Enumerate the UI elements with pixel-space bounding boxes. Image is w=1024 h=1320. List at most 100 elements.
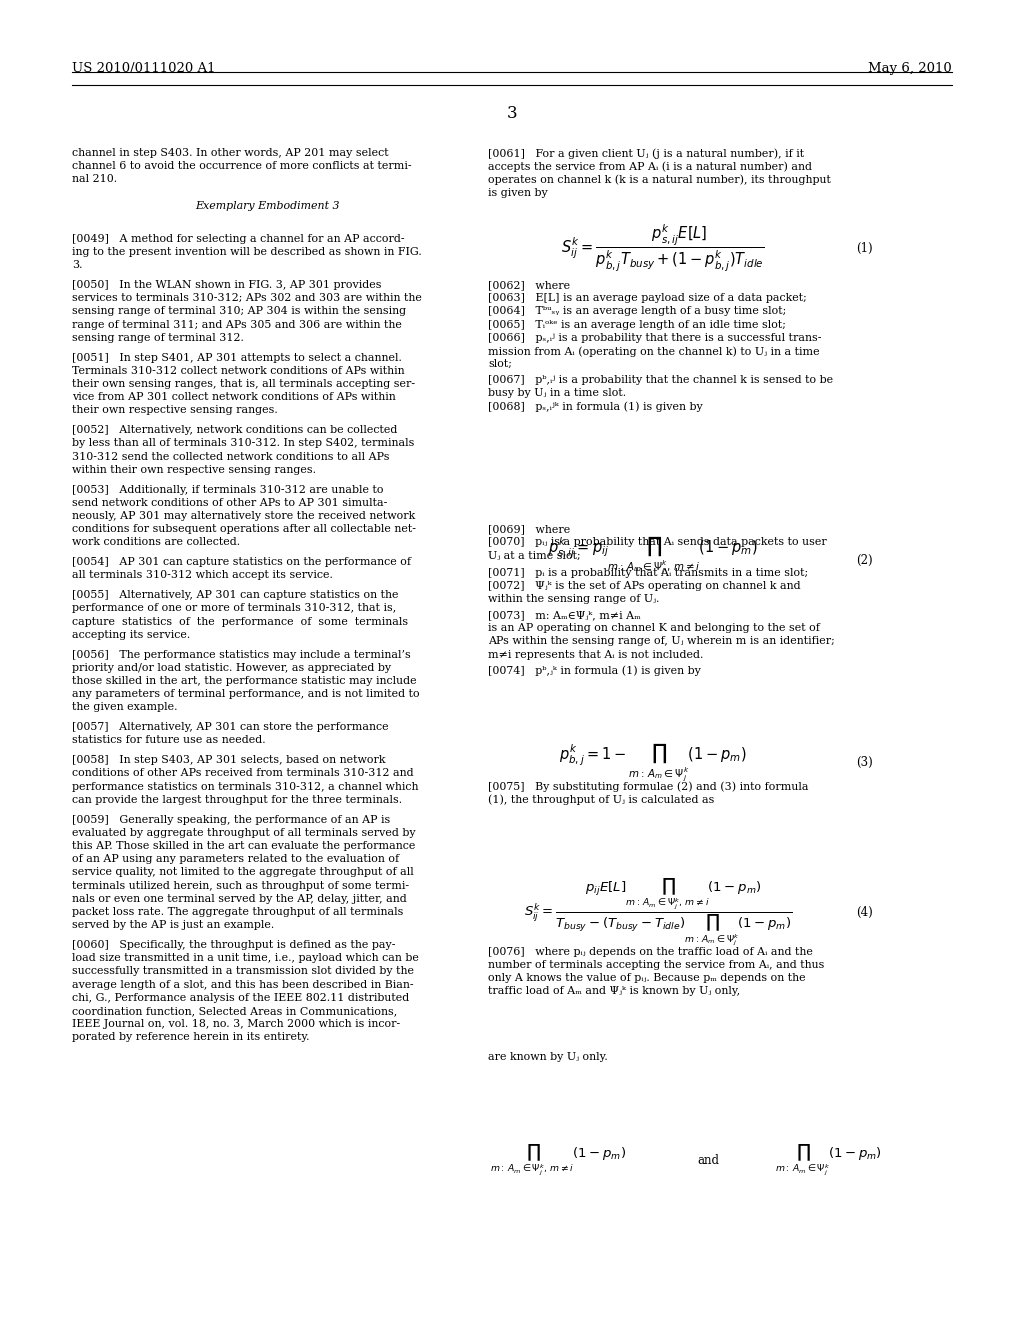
Text: slot;: slot; (488, 359, 512, 370)
Text: range of terminal ⁠311; and APs ⁠305 and ⁠306 are within the: range of terminal ⁠311; and APs ⁠305 and… (72, 319, 401, 330)
Text: (3): (3) (856, 755, 873, 768)
Text: is given by: is given by (488, 187, 548, 198)
Text: [0071]   pᵢ is a probability that Aᵢ transmits in a time slot;: [0071] pᵢ is a probability that Aᵢ trans… (488, 568, 808, 578)
Text: (1), the throughput of Uⱼ is calculated as: (1), the throughput of Uⱼ is calculated … (488, 795, 715, 805)
Text: [0072]   Ψⱼᵏ is the set of APs operating on channel k and: [0072] Ψⱼᵏ is the set of APs operating o… (488, 581, 801, 591)
Text: [0065]   Tᵢᵒᵏᵉ is an average length of an idle time slot;: [0065] Tᵢᵒᵏᵉ is an average length of an … (488, 319, 785, 330)
Text: [0057]   Alternatively, AP ⁠301 can store the performance: [0057] Alternatively, AP ⁠301 can store … (72, 722, 389, 733)
Text: neously, AP ⁠301 may alternatively store the received network: neously, AP ⁠301 may alternatively store… (72, 511, 416, 521)
Text: porated by reference herein in its entirety.: porated by reference herein in its entir… (72, 1032, 309, 1043)
Text: service quality, not limited to the aggregate throughput of all: service quality, not limited to the aggr… (72, 867, 414, 878)
Text: $\prod_{m:\,A_m \in \Psi_j^k,\,m \neq i} (1 - p_m)$: $\prod_{m:\,A_m \in \Psi_j^k,\,m \neq i}… (489, 1143, 626, 1177)
Text: Exemplary Embodiment 3: Exemplary Embodiment 3 (195, 201, 339, 211)
Text: performance of one or more of terminals ⁠310-312, that is,: performance of one or more of terminals … (72, 603, 396, 614)
Text: send network conditions of other APs to AP ⁠301 simulta-: send network conditions of other APs to … (72, 498, 387, 508)
Text: those skilled in the art, the performance statistic may include: those skilled in the art, the performanc… (72, 676, 417, 686)
Text: [0056]   The performance statistics may include a terminal’s: [0056] The performance statistics may in… (72, 649, 411, 660)
Text: their own sensing ranges, that is, all terminals accepting ser-: their own sensing ranges, that is, all t… (72, 379, 415, 389)
Text: [0053]   Additionally, if terminals ⁠310-312 are unable to: [0053] Additionally, if terminals ⁠310-3… (72, 484, 384, 495)
Text: accepting its service.: accepting its service. (72, 630, 190, 640)
Text: conditions for subsequent operations after all collectable net-: conditions for subsequent operations aft… (72, 524, 416, 535)
Text: within the sensing range of Uⱼ.: within the sensing range of Uⱼ. (488, 594, 659, 605)
Text: [0076]   where pᵢⱼ depends on the traffic load of Aᵢ and the: [0076] where pᵢⱼ depends on the traffic … (488, 946, 813, 957)
Text: Terminals ⁠310-312 collect network conditions of APs within: Terminals ⁠310-312 collect network condi… (72, 366, 404, 376)
Text: IEEE Journal on, vol. 18, no. 3, March 2000 which is incor-: IEEE Journal on, vol. 18, no. 3, March 2… (72, 1019, 400, 1030)
Text: ing to the present invention will be described as shown in FIG.: ing to the present invention will be des… (72, 247, 422, 257)
Text: [0058]   In step S⁠403, AP ⁠301 selects, based on network: [0058] In step S⁠403, AP ⁠301 selects, b… (72, 755, 385, 766)
Text: [0063]   E[L] is an average payload size of a data packet;: [0063] E[L] is an average payload size o… (488, 293, 807, 304)
Text: Uⱼ at a time slot;: Uⱼ at a time slot; (488, 550, 581, 561)
Text: only A knows the value of pᵢⱼ. Because pₘ depends on the: only A knows the value of pᵢⱼ. Because p… (488, 973, 806, 983)
Text: operates on channel k (k is a natural number), its throughput: operates on channel k (k is a natural nu… (488, 174, 830, 185)
Text: terminals utilized herein, such as throughput of some termi-: terminals utilized herein, such as throu… (72, 880, 410, 891)
Text: [0064]   Tᵇᵘₛᵧ is an average length of a busy time slot;: [0064] Tᵇᵘₛᵧ is an average length of a b… (488, 306, 786, 317)
Text: conditions of other APs received from terminals ⁠310-312 and: conditions of other APs received from te… (72, 768, 414, 779)
Text: APs within the sensing range of, Uⱼ wherein m is an identifier;: APs within the sensing range of, Uⱼ wher… (488, 636, 835, 647)
Text: [0066]   pₛ,ᵢʲ is a probability that there is a successful trans-: [0066] pₛ,ᵢʲ is a probability that there… (488, 333, 821, 343)
Text: $S_{ij}^k = \dfrac{p_{ij}E[L] \prod_{m:\,A_m \in \Psi_j^k,\,m \neq i} (1 - p_m)}: $S_{ij}^k = \dfrac{p_{ij}E[L] \prod_{m:\… (523, 876, 793, 948)
Text: is an AP operating on channel K and belonging to the set of: is an AP operating on channel K and belo… (488, 623, 820, 634)
Text: [0060]   Specifically, the throughput is defined as the pay-: [0060] Specifically, the throughput is d… (72, 940, 395, 950)
Text: number of terminals accepting the service from Aᵢ, and thus: number of terminals accepting the servic… (488, 960, 824, 970)
Text: vice from AP ⁠301 collect network conditions of APs within: vice from AP ⁠301 collect network condit… (72, 392, 395, 403)
Text: and: and (697, 1154, 719, 1167)
Text: [0062]   where: [0062] where (488, 280, 570, 290)
Text: sensing range of terminal ⁠310; AP ⁠304 is within the sensing: sensing range of terminal ⁠310; AP ⁠304 … (72, 306, 407, 317)
Text: May 6, 2010: May 6, 2010 (868, 62, 952, 75)
Text: statistics for future use as needed.: statistics for future use as needed. (72, 735, 265, 746)
Text: coordination function, Selected Areas in Communications,: coordination function, Selected Areas in… (72, 1006, 397, 1016)
Text: evaluated by aggregate throughput of all terminals served by: evaluated by aggregate throughput of all… (72, 828, 416, 838)
Text: their own respective sensing ranges.: their own respective sensing ranges. (72, 405, 278, 416)
Text: packet loss rate. The aggregate throughput of all terminals: packet loss rate. The aggregate throughp… (72, 907, 403, 917)
Text: 3: 3 (507, 106, 517, 121)
Text: [0073]   m: Aₘ∈Ψⱼᵏ, m≠i Aₘ: [0073] m: Aₘ∈Ψⱼᵏ, m≠i Aₘ (488, 610, 641, 620)
Text: chi, G., Performance analysis of the IEEE 802.11 distributed: chi, G., Performance analysis of the IEE… (72, 993, 410, 1003)
Text: work conditions are collected.: work conditions are collected. (72, 537, 240, 548)
Text: [0067]   pᵇ,ᵢʲ is a probability that the channel k is sensed to be: [0067] pᵇ,ᵢʲ is a probability that the c… (488, 375, 834, 385)
Text: [0068]   pₛ,ᵢʲᵏ in formula (1) is given by: [0068] pₛ,ᵢʲᵏ in formula (1) is given by (488, 401, 702, 412)
Text: load size transmitted in a unit time, i.e., payload which can be: load size transmitted in a unit time, i.… (72, 953, 419, 964)
Text: nals or even one terminal served by the AP, delay, jitter, and: nals or even one terminal served by the … (72, 894, 407, 904)
Text: [0055]   Alternatively, AP ⁠301 can capture statistics on the: [0055] Alternatively, AP ⁠301 can captur… (72, 590, 398, 601)
Text: $p_{b,j}^k = 1 - \prod_{m:\,A_m \in \Psi_j^k} (1 - p_m)$: $p_{b,j}^k = 1 - \prod_{m:\,A_m \in \Psi… (559, 741, 746, 783)
Text: (2): (2) (856, 553, 873, 566)
Text: [0051]   In step S⁠401, AP ⁠301 attempts to select a channel.: [0051] In step S⁠401, AP ⁠301 attempts t… (72, 352, 401, 363)
Text: (4): (4) (856, 906, 873, 919)
Text: by less than all of terminals ⁠310-312. In step S⁠402, terminals: by less than all of terminals ⁠310-312. … (72, 438, 415, 449)
Text: [0070]   pᵢⱼ is a probability that Aᵢ sends data packets to user: [0070] pᵢⱼ is a probability that Aᵢ send… (488, 537, 826, 548)
Text: capture  statistics  of  the  performance  of  some  terminals: capture statistics of the performance of… (72, 616, 409, 627)
Text: busy by Uⱼ in a time slot.: busy by Uⱼ in a time slot. (488, 388, 626, 399)
Text: are known by Uⱼ only.: are known by Uⱼ only. (488, 1052, 608, 1063)
Text: [0050]   In the WLAN shown in FIG. 3, AP ⁠301 provides: [0050] In the WLAN shown in FIG. 3, AP ⁠… (72, 280, 382, 290)
Text: served by the AP is just an example.: served by the AP is just an example. (72, 920, 274, 931)
Text: sensing range of terminal ⁠312.: sensing range of terminal ⁠312. (72, 333, 244, 343)
Text: US 2010/0111020 A1: US 2010/0111020 A1 (72, 62, 215, 75)
Text: [0052]   Alternatively, network conditions can be collected: [0052] Alternatively, network conditions… (72, 425, 397, 436)
Text: [0061]   For a given client Uⱼ (j is a natural number), if it: [0061] For a given client Uⱼ (j is a nat… (488, 148, 804, 158)
Text: ⁠310-312 send the collected network conditions to all APs: ⁠310-312 send the collected network cond… (72, 451, 389, 462)
Text: the given example.: the given example. (72, 702, 177, 713)
Text: within their own respective sensing ranges.: within their own respective sensing rang… (72, 465, 316, 475)
Text: can provide the largest throughput for the three terminals.: can provide the largest throughput for t… (72, 795, 402, 805)
Text: m≠i represents that Aᵢ is not included.: m≠i represents that Aᵢ is not included. (488, 649, 703, 660)
Text: all terminals ⁠310-312 which accept its service.: all terminals ⁠310-312 which accept its … (72, 570, 333, 581)
Text: priority and/or load statistic. However, as appreciated by: priority and/or load statistic. However,… (72, 663, 391, 673)
Text: [0049]   A method for selecting a channel for an AP accord-: [0049] A method for selecting a channel … (72, 234, 404, 244)
Text: traffic load of Aₘ and Ψⱼᵏ is known by Uⱼ only,: traffic load of Aₘ and Ψⱼᵏ is known by U… (488, 986, 740, 997)
Text: [0054]   AP ⁠301 can capture statistics on the performance of: [0054] AP ⁠301 can capture statistics on… (72, 557, 411, 568)
Text: $\prod_{m:\,A_m \in \Psi_j^k} (1 - p_m)$: $\prod_{m:\,A_m \in \Psi_j^k} (1 - p_m)$ (774, 1143, 882, 1177)
Text: this AP. Those skilled in the art can evaluate the performance: this AP. Those skilled in the art can ev… (72, 841, 416, 851)
Text: [0059]   Generally speaking, the performance of an AP is: [0059] Generally speaking, the performan… (72, 814, 390, 825)
Text: mission from Aᵢ (operating on the channel k) to Uⱼ in a time: mission from Aᵢ (operating on the channe… (488, 346, 819, 356)
Text: $S_{ij}^k = \dfrac{p_{s,ij}^k E[L]}{p_{b,j}^k T_{busy} + (1 - p_{b,j}^k)T_{idle}: $S_{ij}^k = \dfrac{p_{s,ij}^k E[L]}{p_{b… (561, 223, 765, 273)
Text: successfully transmitted in a transmission slot divided by the: successfully transmitted in a transmissi… (72, 966, 414, 977)
Text: channel 6 to avoid the occurrence of more conflicts at termi-: channel 6 to avoid the occurrence of mor… (72, 161, 412, 172)
Text: 3.: 3. (72, 260, 83, 271)
Text: accepts the service from AP Aᵢ (i is a natural number) and: accepts the service from AP Aᵢ (i is a n… (488, 161, 812, 172)
Text: [0075]   By substituting formulae (2) and (3) into formula: [0075] By substituting formulae (2) and … (488, 781, 809, 792)
Text: of an AP using any parameters related to the evaluation of: of an AP using any parameters related to… (72, 854, 399, 865)
Text: nal ⁠210.: nal ⁠210. (72, 174, 117, 185)
Text: services to terminals ⁠310-312; APs ⁠302 and ⁠303 are within the: services to terminals ⁠310-312; APs ⁠302… (72, 293, 422, 304)
Text: [0069]   where: [0069] where (488, 524, 570, 535)
Text: channel in step S⁠403. In other words, AP ⁠201 may select: channel in step S⁠403. In other words, A… (72, 148, 389, 158)
